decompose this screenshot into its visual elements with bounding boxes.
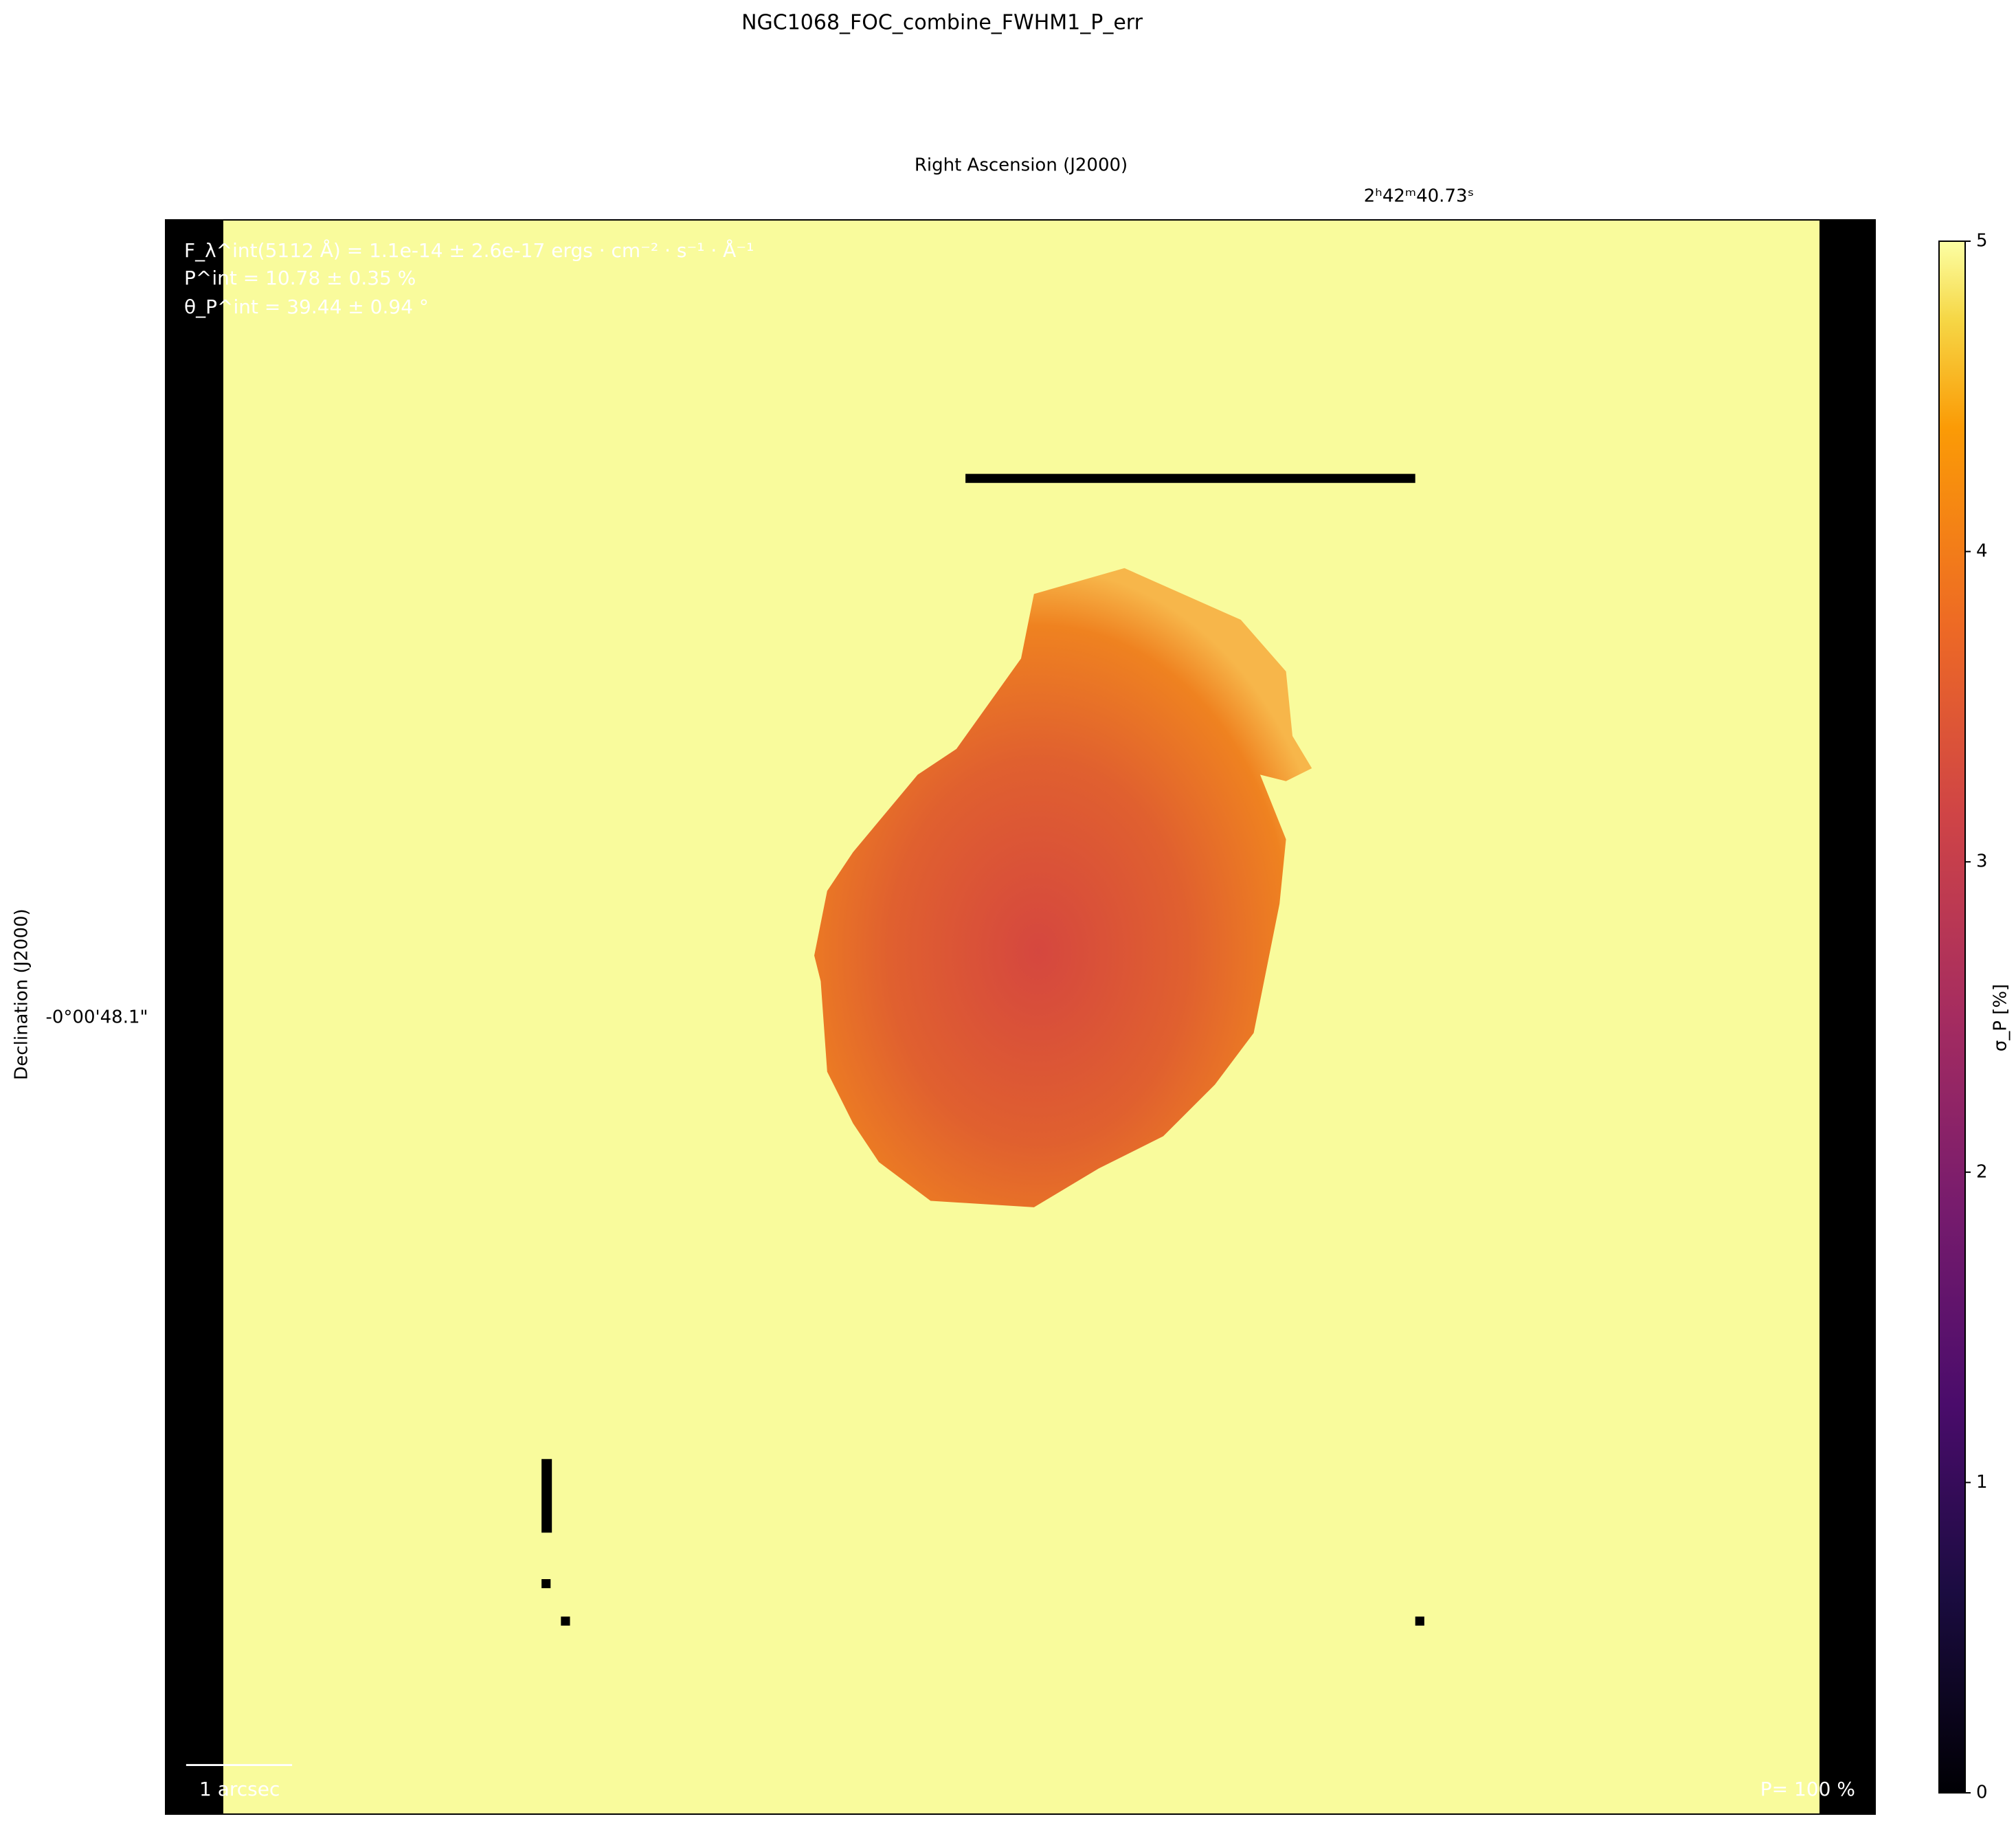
colorbar-tick-label: 5	[1976, 231, 1988, 252]
colorbar-gradient	[1938, 241, 1966, 1794]
artifact	[1415, 1616, 1424, 1626]
artifact	[561, 1616, 570, 1626]
scale-label: 1 arcsec	[199, 1778, 280, 1800]
y-axis-label: Declination (J2000)	[12, 908, 32, 1080]
artifact	[541, 1459, 552, 1533]
colorbar-tick-label: 0	[1976, 1783, 1988, 1803]
colorbar-label: σ_P [%]	[1991, 984, 2011, 1051]
x-axis-label: Right Ascension (J2000)	[915, 155, 1128, 176]
y-tick-label: -0°00'48.1"	[45, 1007, 148, 1028]
artifact	[541, 1579, 551, 1589]
blob	[814, 568, 1312, 1207]
colorbar-tick-label: 1	[1976, 1472, 1988, 1493]
annotation: θ_P^int = 39.44 ± 0.94 °	[184, 295, 429, 318]
emission-region	[186, 473, 1424, 1767]
x-tick-label: 2ʰ42ᵐ40.73ˢ	[1364, 186, 1474, 207]
image-panel: F_λ^int(5112 Å) = 1.1e-14 ± 2.6e-17 ergs…	[165, 219, 1876, 1815]
colorbar-tick-label: 4	[1976, 541, 1988, 561]
artifact	[965, 473, 1415, 483]
colorbar: σ_P [%]	[1938, 241, 2011, 1794]
annotation: P^int = 10.78 ± 0.35 %	[184, 267, 416, 289]
colorbar-tick-label: 2	[1976, 1161, 1988, 1182]
annotation: F_λ^int(5112 Å) = 1.1e-14 ± 2.6e-17 ergs…	[184, 238, 754, 262]
colorbar-tick-label: 3	[1976, 851, 1988, 872]
title: NGC1068_FOC_combine_FWHM1_P_err	[741, 11, 1143, 35]
frame	[165, 219, 1876, 1815]
vector-scale-label: P= 100 %	[1760, 1778, 1855, 1800]
